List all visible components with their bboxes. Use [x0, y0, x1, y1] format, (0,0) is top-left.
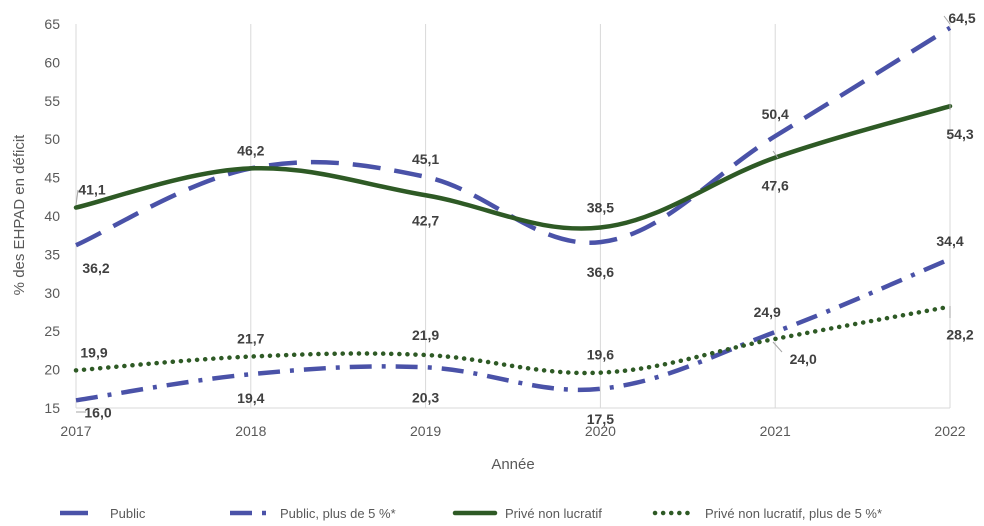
legend-entry-label: Public [110, 506, 146, 521]
series-line-0 [75, 25, 952, 248]
data-label: 38,5 [587, 200, 614, 216]
y-tick-label: 55 [44, 93, 60, 109]
y-tick-label: 65 [44, 16, 60, 32]
series-line-2 [73, 103, 953, 231]
data-label: 24,9 [754, 304, 781, 320]
data-label: 64,5 [948, 10, 975, 26]
data-label: 20,3 [412, 389, 439, 405]
data-label: 47,6 [762, 178, 789, 194]
gridlines [75, 24, 951, 409]
data-label: 21,7 [237, 331, 264, 347]
label-leader-line [75, 189, 79, 206]
label-leader-line [943, 15, 951, 25]
y-tick-label: 45 [44, 170, 60, 186]
data-label: 19,4 [237, 390, 264, 406]
legend-entry-label: Public, plus de 5 %* [280, 506, 396, 521]
y-tick-label: 25 [44, 323, 60, 339]
y-tick-label: 30 [44, 285, 60, 301]
y-tick-label: 60 [44, 54, 60, 70]
data-label: 28,2 [946, 327, 973, 343]
data-label: 19,9 [80, 344, 107, 360]
data-label: 17,5 [587, 411, 614, 427]
data-labels: 36,2 46,2 45,1 36,6 50,4 64,5 16,0 19,4 20,3 17,5… [75, 10, 976, 427]
data-label: 36,6 [587, 264, 614, 280]
legend-entry-label: Privé non lucratif, plus de 5 %* [705, 506, 882, 521]
x-tick-label: 2020 [585, 423, 616, 439]
data-label: 24,0 [790, 351, 817, 367]
data-label: 42,7 [412, 212, 439, 228]
data-label: 41,1 [78, 182, 105, 198]
x-axis-title: Année [491, 456, 534, 473]
legend: Public Public, plus de 5 %* Privé non lucr… [60, 506, 882, 521]
series-lines [73, 25, 953, 403]
data-label: 36,2 [82, 260, 109, 276]
x-tick-label: 2019 [410, 423, 441, 439]
label-leader-line [772, 150, 779, 159]
y-tick-label: 50 [44, 131, 60, 147]
data-label: 46,2 [237, 142, 264, 158]
series-line-1 [75, 256, 951, 403]
data-label: 54,3 [946, 126, 973, 142]
data-label: 45,1 [412, 151, 439, 167]
series-line-3 [73, 304, 953, 376]
data-label: 19,6 [587, 347, 614, 363]
x-tick-label: 2022 [934, 423, 965, 439]
x-tick-label: 2021 [760, 423, 791, 439]
y-tick-label: 20 [44, 362, 60, 378]
data-label: 50,4 [762, 106, 789, 122]
x-tick-label: 2017 [60, 423, 91, 439]
legend-entry-label: Privé non lucratif [505, 506, 602, 521]
y-tick-label: 35 [44, 246, 60, 262]
label-leader-line [772, 341, 783, 353]
data-label: 34,4 [936, 233, 963, 249]
data-label: 16,0 [84, 404, 111, 420]
x-axis-ticks: 2017 2018 2019 2020 2021 2022 [60, 423, 965, 439]
y-tick-label: 15 [44, 400, 60, 416]
y-tick-label: 40 [44, 208, 60, 224]
y-axis-title: % des EHPAD en déficit [11, 134, 28, 295]
data-label: 21,9 [412, 327, 439, 343]
x-tick-label: 2018 [235, 423, 266, 439]
y-axis-ticks: 15 20 25 30 35 40 45 50 55 60 65 [44, 16, 60, 416]
